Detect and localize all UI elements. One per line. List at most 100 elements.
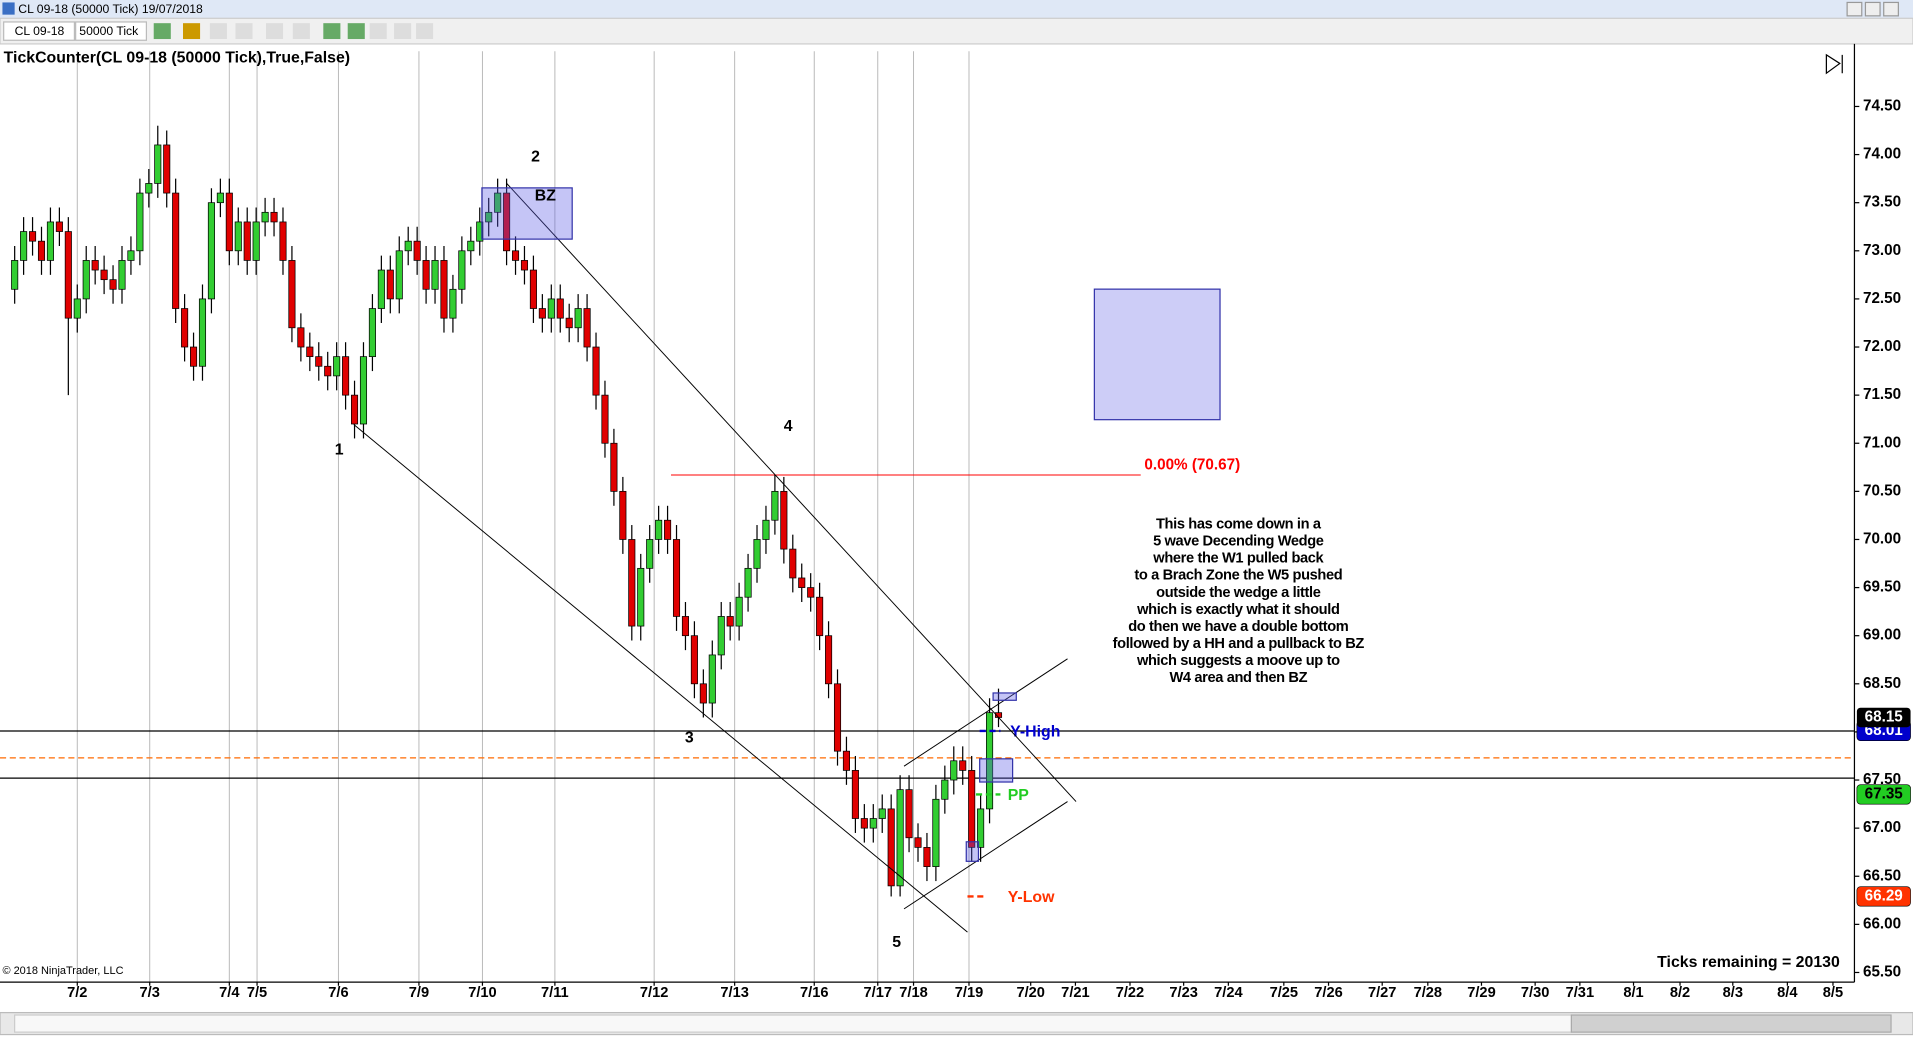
candle-body [825, 635, 833, 685]
x-tick-label: 7/18 [899, 985, 927, 1001]
x-tick-label: 8/1 [1623, 985, 1643, 1001]
candle-body [252, 221, 260, 261]
scrollbar-thumb[interactable] [1570, 1014, 1892, 1033]
candle-body [923, 847, 931, 867]
candle-body [789, 548, 797, 579]
scrollbar-track [14, 1014, 1573, 1033]
candle-body [592, 346, 600, 396]
candle-body [529, 269, 537, 309]
x-tick-label: 7/9 [409, 985, 429, 1001]
candle-body [780, 490, 788, 550]
x-tick-label: 7/30 [1521, 985, 1549, 1001]
note-line: to a Brach Zone the W5 pushed [1134, 568, 1342, 584]
level-label: PP [1008, 787, 1030, 804]
candle-body [807, 587, 815, 598]
candle-body [959, 760, 967, 771]
candle-body [315, 356, 323, 367]
x-tick-label: 7/27 [1368, 985, 1396, 1001]
x-tick-label: 7/21 [1061, 985, 1089, 1001]
tool-button[interactable] [347, 23, 365, 40]
y-tick-label: 70.00 [1863, 531, 1901, 548]
candle-body [359, 356, 368, 425]
candle-body [816, 596, 824, 637]
tool-button[interactable] [292, 23, 310, 40]
note: This has come down in a 5 wave Decending … [1113, 516, 1365, 686]
y-tick-label: 66.50 [1863, 867, 1901, 884]
fib-label: 0.00% (70.67) [1144, 456, 1240, 473]
ticks-remaining: Ticks remaining = 20130 [1657, 954, 1840, 971]
candle-body [503, 192, 511, 252]
tool-button[interactable] [209, 23, 227, 40]
candle-body [646, 539, 654, 569]
candle-body [440, 260, 448, 319]
app-icon [2, 2, 15, 15]
minimize-button[interactable] [1846, 1, 1863, 17]
candle-body [270, 211, 278, 223]
candle-body [324, 365, 332, 377]
window-title: CL 09-18 (50000 Tick) 19/07/2018 [18, 2, 203, 16]
x-tick-label: 7/11 [541, 985, 569, 1001]
candle-body [726, 616, 734, 627]
candle-body [887, 808, 895, 887]
wave-label: 1 [335, 441, 344, 458]
candle-body [977, 808, 985, 848]
last-price-label: 68.15 [1865, 709, 1904, 726]
zone-box [979, 758, 1014, 783]
instrument-select[interactable] [3, 21, 76, 41]
maximize-button[interactable] [1864, 1, 1881, 17]
x-tick-label: 7/10 [468, 985, 496, 1001]
candle-body [699, 683, 707, 704]
candle-body [207, 202, 215, 300]
level-label: Y-High [1010, 723, 1060, 740]
candle-body [109, 279, 117, 290]
candle-body [279, 221, 287, 261]
candle-body [672, 539, 681, 617]
candle-body [556, 298, 564, 319]
tool-button[interactable] [416, 23, 434, 40]
instrument: CL 09-18 [15, 24, 65, 38]
close-button[interactable] [1883, 1, 1899, 17]
scroll-end-icon[interactable] [1825, 53, 1843, 75]
candle-body [404, 240, 412, 252]
candle-body [288, 260, 296, 329]
zone-label: BZ [535, 188, 556, 205]
candle-body [64, 231, 72, 319]
candle-body [413, 240, 421, 261]
indicator-title: TickCounter(CL 09-18 (50000 Tick),True,F… [4, 50, 350, 67]
interval: 50000 Tick [79, 24, 139, 38]
x-tick-label: 7/25 [1270, 985, 1298, 1001]
wave-label: 5 [892, 934, 901, 951]
x-tick-label: 8/5 [1823, 985, 1843, 1001]
x-tick-label: 7/16 [800, 985, 828, 1001]
candle-body [351, 394, 359, 425]
wave-label: 4 [784, 418, 793, 435]
candle-body [476, 221, 484, 242]
zone-box [992, 692, 1017, 701]
tool-button[interactable] [369, 23, 387, 40]
candle-body [306, 346, 314, 358]
tool-button[interactable] [394, 23, 412, 40]
wedge-line [903, 801, 1068, 910]
candle-body [833, 683, 842, 752]
candle-body [37, 240, 46, 261]
tool-button[interactable] [323, 23, 341, 40]
x-tick-label: 7/17 [864, 985, 892, 1001]
candle-body [896, 789, 904, 887]
y-tick-label: 66.00 [1863, 915, 1901, 932]
candle-body [172, 192, 180, 309]
x-tick-label: 7/4 [219, 985, 240, 1001]
draw-tool-button[interactable] [183, 23, 201, 40]
zoom-button[interactable] [265, 23, 284, 40]
target-zone-box [1093, 288, 1221, 421]
x-tick-label: 7/12 [640, 985, 668, 1001]
candle-body [628, 539, 636, 627]
x-tick-label: 7/23 [1169, 985, 1197, 1001]
candle-body [422, 260, 430, 290]
interval-select[interactable] [75, 21, 148, 41]
tool-button[interactable] [235, 23, 253, 40]
bar-type-button[interactable] [153, 23, 171, 40]
candle-body [771, 490, 779, 521]
candle-body [395, 250, 403, 300]
